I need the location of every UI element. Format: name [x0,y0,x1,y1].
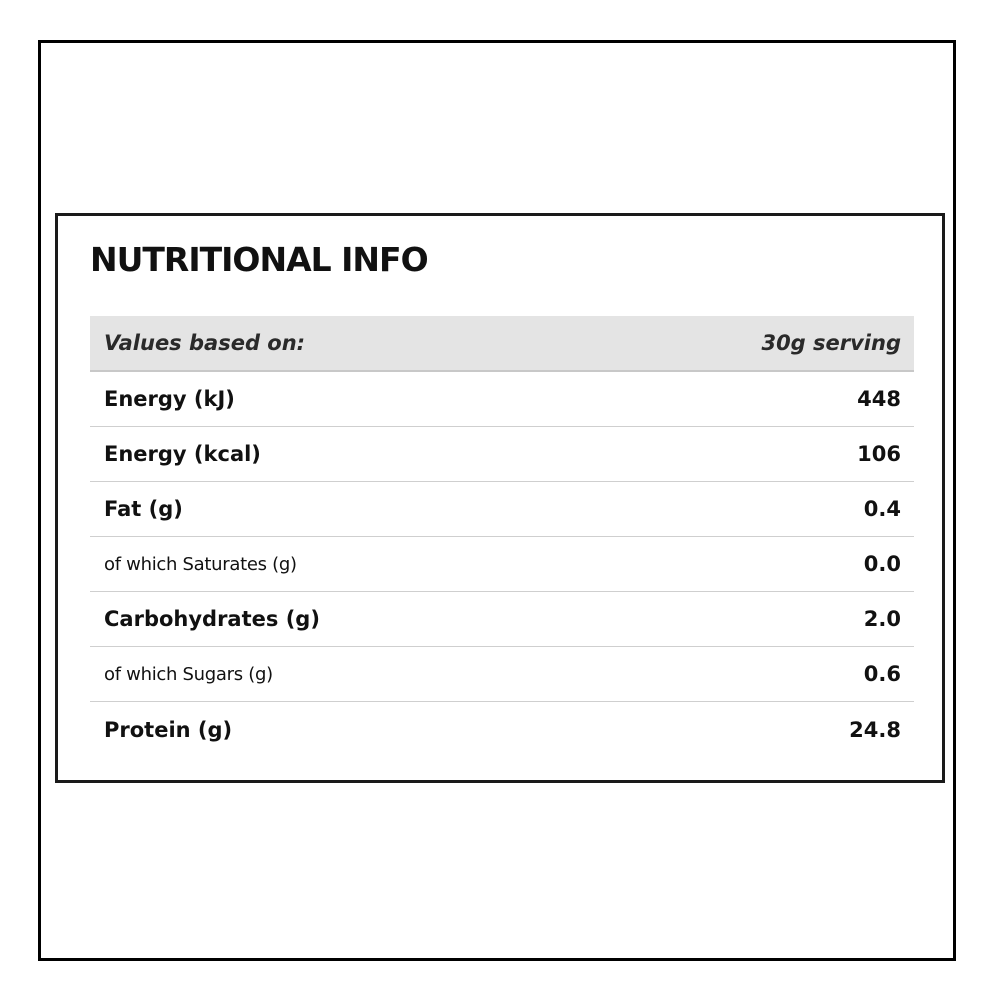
table-row-saturates: of which Saturates (g) 0.0 [90,537,914,592]
row-label: of which Saturates (g) [104,553,297,575]
row-value: 2.0 [863,607,901,631]
row-value: 24.8 [849,717,901,742]
row-label: Protein (g) [104,717,233,742]
table-row-sugars: of which Sugars (g) 0.6 [90,647,914,702]
row-value: 0.4 [863,497,901,521]
table-row-protein: Protein (g) 24.8 [90,702,914,757]
row-label: Fat (g) [104,497,183,521]
table-row-carbohydrates: Carbohydrates (g) 2.0 [90,592,914,647]
nutrition-panel [55,213,945,783]
row-value: 0.0 [863,552,901,576]
panel-title: NUTRITIONAL INFO [90,240,429,279]
row-value: 0.6 [863,662,901,686]
table-row-energy-kcal: Energy (kcal) 106 [90,427,914,482]
table-row-fat: Fat (g) 0.4 [90,482,914,537]
row-value: 448 [857,387,901,411]
row-label: Carbohydrates (g) [104,607,320,631]
table-row-energy-kj: Energy (kJ) 448 [90,372,914,427]
row-value: 106 [857,442,901,466]
row-label: Energy (kJ) [104,387,235,411]
row-label: Energy (kcal) [104,442,261,466]
row-label: of which Sugars (g) [104,663,273,685]
table-header-row: Values based on: 30g serving [90,316,914,372]
header-label: Values based on: [104,331,306,355]
header-value: 30g serving [761,331,901,355]
nutrition-table: Values based on: 30g serving Energy (kJ)… [90,316,914,757]
